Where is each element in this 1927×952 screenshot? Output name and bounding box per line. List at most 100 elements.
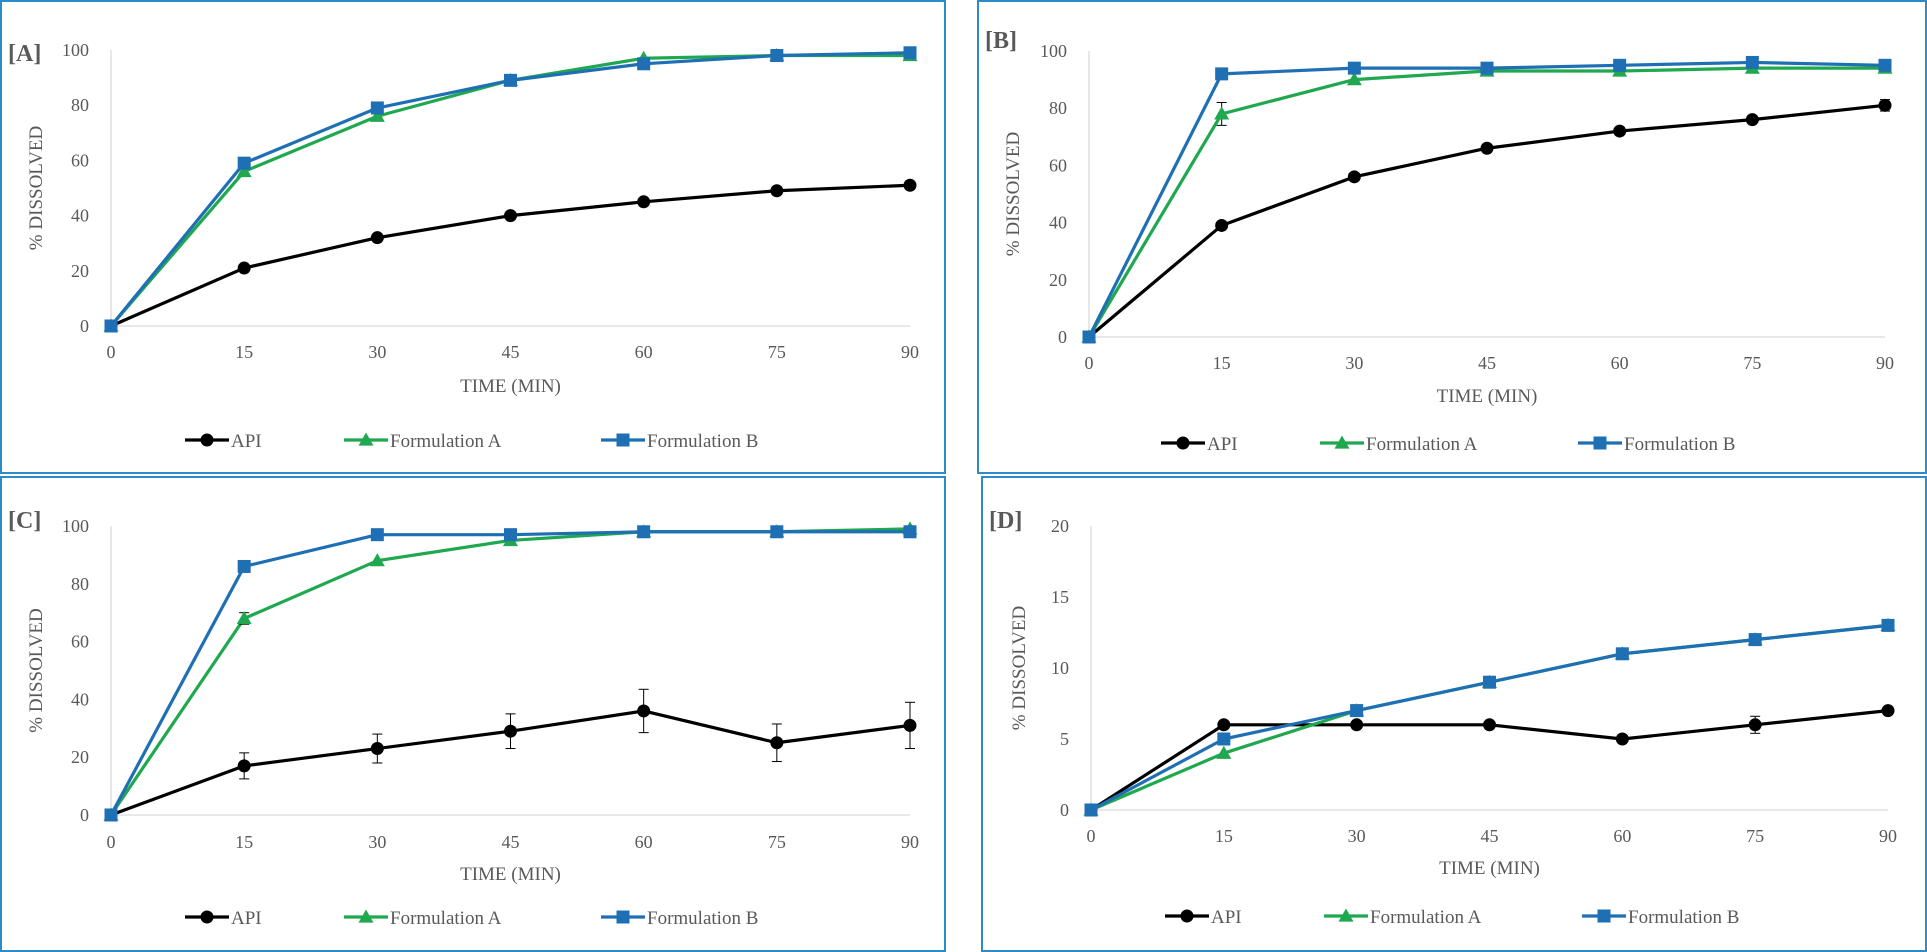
data-point: [236, 610, 252, 625]
legend-marker: [1338, 908, 1354, 922]
panel-label: [A]: [8, 41, 41, 67]
data-point: [1215, 218, 1229, 232]
y-tick-label: 0: [80, 805, 89, 825]
x-tick-label: 75: [1743, 353, 1761, 373]
panel-border: [977, 0, 1927, 474]
panel-border: [981, 476, 1927, 952]
series-api: [1082, 98, 1892, 344]
data-point: [1350, 718, 1364, 732]
data-point: [370, 528, 384, 542]
y-tick-label: 5: [1060, 729, 1069, 749]
x-tick-label: 75: [768, 342, 786, 362]
legend-item: API: [185, 908, 262, 929]
data-point: [637, 195, 651, 209]
legend-marker: [1176, 436, 1190, 450]
x-tick-label: 60: [635, 342, 653, 362]
data-point: [1881, 704, 1895, 718]
x-tick-label: 30: [1348, 826, 1366, 846]
y-tick-label: 80: [71, 95, 89, 115]
legend-item: Formulation A: [1324, 907, 1482, 928]
chart-svg-b: [B] 0 20 40 60 80 100 0 15 30 45 60 75 90 TIME (MIN) % …: [977, 0, 1927, 474]
series-formulation-a: [103, 521, 918, 821]
series-formulation-b: [104, 525, 917, 822]
data-point: [504, 724, 517, 738]
data-point: [770, 49, 784, 63]
legend-label: Formulation B: [647, 431, 758, 452]
legend-marker: [200, 910, 214, 924]
series-api: [104, 688, 917, 822]
legend-item: API: [185, 431, 262, 452]
data-point: [637, 57, 651, 71]
y-tick-label: 80: [1049, 98, 1067, 118]
data-point: [237, 156, 251, 170]
x-tick-label: 0: [1087, 826, 1096, 846]
legend-marker: [358, 432, 374, 446]
y-tick-label: 20: [1049, 270, 1067, 290]
series-formulation-b: [1082, 55, 1892, 344]
data-point: [1878, 58, 1892, 72]
legend-label: Formulation B: [647, 908, 758, 929]
data-point: [369, 553, 385, 567]
chart-svg-a: [A] 0 20 40 60 80 100 0 15 30 45 60 75 90 TIME (MIN) % …: [0, 0, 946, 474]
legend-item: Formulation B: [601, 908, 758, 929]
data-point: [370, 101, 384, 115]
data-point: [1347, 61, 1361, 75]
legend-marker: [1334, 435, 1350, 449]
x-tick-label: 90: [1879, 826, 1897, 846]
series-formulation-b: [104, 46, 917, 333]
data-point: [770, 736, 784, 750]
y-tick-label: 15: [1051, 587, 1069, 607]
legend-marker: [1593, 436, 1607, 450]
y-tick-label: 20: [71, 261, 89, 281]
data-point: [1480, 61, 1494, 75]
y-tick-label: 20: [71, 747, 89, 767]
panel-label: [C]: [8, 508, 41, 534]
data-point: [1347, 170, 1361, 184]
y-tick-label: 100: [62, 40, 89, 60]
x-tick-label: 60: [1613, 826, 1631, 846]
x-tick-label: 60: [1611, 353, 1629, 373]
y-tick-label: 0: [80, 316, 89, 336]
x-tick-label: 60: [635, 832, 653, 852]
data-point: [1881, 618, 1895, 632]
legend-item: Formulation A: [1320, 434, 1478, 455]
data-point: [1084, 803, 1098, 817]
y-tick-label: 60: [71, 632, 89, 652]
x-tick-label: 30: [368, 832, 386, 852]
chart-svg-d: [D] 0 5 10 15 20 0 15 30 45 60 75 90 TIME (MIN) % DISS…: [981, 476, 1927, 952]
x-tick-label: 15: [1215, 826, 1233, 846]
data-point: [903, 46, 917, 60]
data-point: [1613, 124, 1627, 138]
data-point: [237, 261, 251, 275]
y-tick-label: 60: [1049, 155, 1067, 175]
y-tick-label: 60: [71, 150, 89, 170]
x-tick-label: 15: [1213, 353, 1231, 373]
x-axis-title: TIME (MIN): [460, 864, 561, 885]
legend-label: Formulation B: [1628, 907, 1739, 928]
legend-item: Formulation B: [1578, 434, 1735, 455]
x-tick-label: 45: [502, 342, 520, 362]
legend-marker: [200, 433, 214, 447]
data-point: [104, 808, 118, 822]
data-point: [369, 108, 385, 122]
x-axis-title: TIME (MIN): [460, 376, 561, 397]
data-point: [1346, 72, 1362, 86]
series-line: [1087, 60, 1886, 338]
data-point: [1217, 732, 1231, 746]
data-point: [1613, 58, 1627, 72]
y-tick-label: 100: [1040, 41, 1067, 61]
series-line: [110, 183, 911, 328]
chart-svg-c: [C] 0 20 40 60 80 100 0 15 30 45 60 75 90 TIME (MIN) % …: [0, 476, 946, 952]
x-tick-label: 15: [235, 342, 253, 362]
x-tick-label: 0: [107, 832, 116, 852]
legend-label: Formulation B: [1624, 434, 1735, 455]
data-point: [1745, 113, 1759, 127]
y-tick-label: 10: [1051, 658, 1069, 678]
data-point: [1615, 647, 1629, 661]
data-point: [1082, 330, 1096, 344]
y-tick-label: 0: [1058, 327, 1067, 347]
series-line: [1087, 66, 1885, 338]
data-point: [237, 559, 251, 573]
panel-label: [B]: [985, 28, 1017, 54]
x-tick-label: 0: [107, 342, 116, 362]
